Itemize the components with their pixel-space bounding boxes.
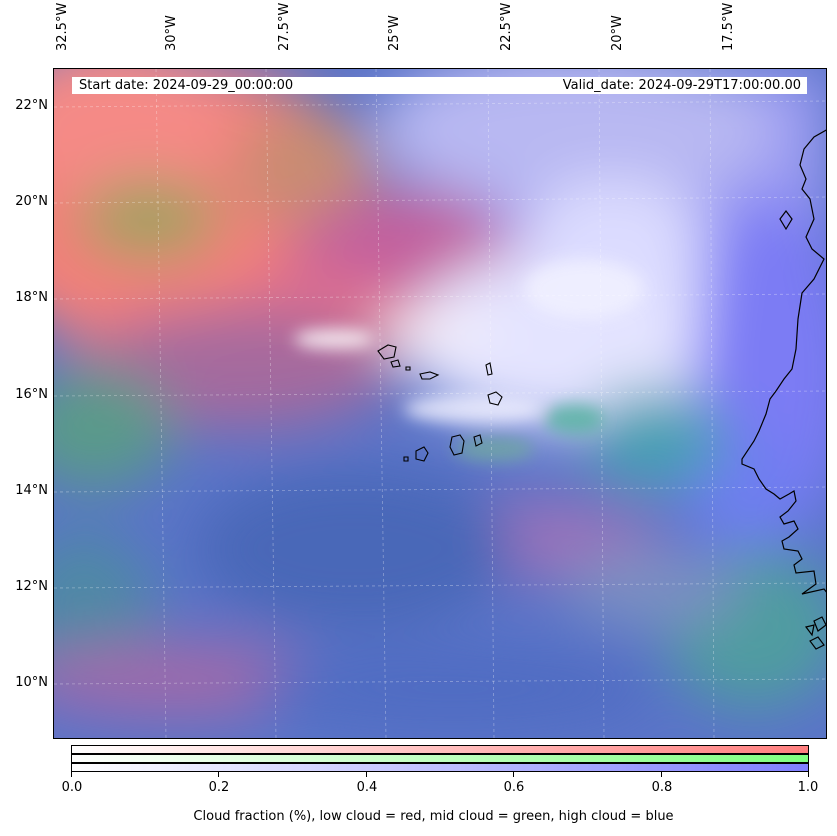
cb-tick-label-5: 1.0 <box>797 780 819 795</box>
cb-tick-label-1: 0.2 <box>208 780 230 795</box>
lon-label-20w: 20°W <box>610 15 625 51</box>
lat-label-14n: 14°N <box>15 483 48 498</box>
cb-tick-label-2: 0.4 <box>356 780 378 795</box>
cb-tickmark-4 <box>661 772 662 777</box>
lat-label-18n: 18°N <box>15 290 48 305</box>
islands <box>377 344 503 462</box>
lon-label-27-5w: 27.5°W <box>277 2 292 51</box>
colorbar-low-cloud <box>71 745 809 754</box>
cloud-fraction-map <box>53 68 827 739</box>
cloud-detail <box>294 259 644 461</box>
lon-label-32-5w: 32.5°W <box>55 2 70 51</box>
gridlines <box>54 69 826 738</box>
lat-label-22n: 22°N <box>15 98 48 113</box>
cb-tickmark-1 <box>218 772 219 777</box>
lat-label-10n: 10°N <box>15 675 48 690</box>
lat-label-12n: 12°N <box>15 579 48 594</box>
colorbar <box>71 745 809 772</box>
cb-tickmark-0 <box>71 772 72 777</box>
coastline <box>741 129 826 650</box>
cb-tickmark-5 <box>808 772 809 777</box>
cb-tickmark-3 <box>513 772 514 777</box>
map-canvas <box>54 69 826 738</box>
lon-label-17-5w: 17.5°W <box>721 2 736 51</box>
cb-tick-label-4: 0.8 <box>651 780 673 795</box>
lon-label-25w: 25°W <box>387 15 402 51</box>
cb-tickmark-2 <box>366 772 367 777</box>
colorbar-label: Cloud fraction (%), low cloud = red, mid… <box>193 809 674 824</box>
lon-label-22-5w: 22.5°W <box>499 2 514 51</box>
colorbar-high-cloud <box>71 763 809 772</box>
lat-label-20n: 20°N <box>15 194 48 209</box>
valid-date-label: Valid_date: 2024-09-29T17:00:00.00 <box>472 77 807 94</box>
colorbar-mid-cloud <box>71 754 809 763</box>
start-date-label: Start date: 2024-09-29_00:00:00 <box>72 77 479 94</box>
cb-tick-label-0: 0.0 <box>61 780 83 795</box>
lon-label-30w: 30°W <box>164 15 179 51</box>
cloud-field <box>54 69 826 729</box>
cb-tick-label-3: 0.6 <box>503 780 525 795</box>
lat-label-16n: 16°N <box>15 387 48 402</box>
